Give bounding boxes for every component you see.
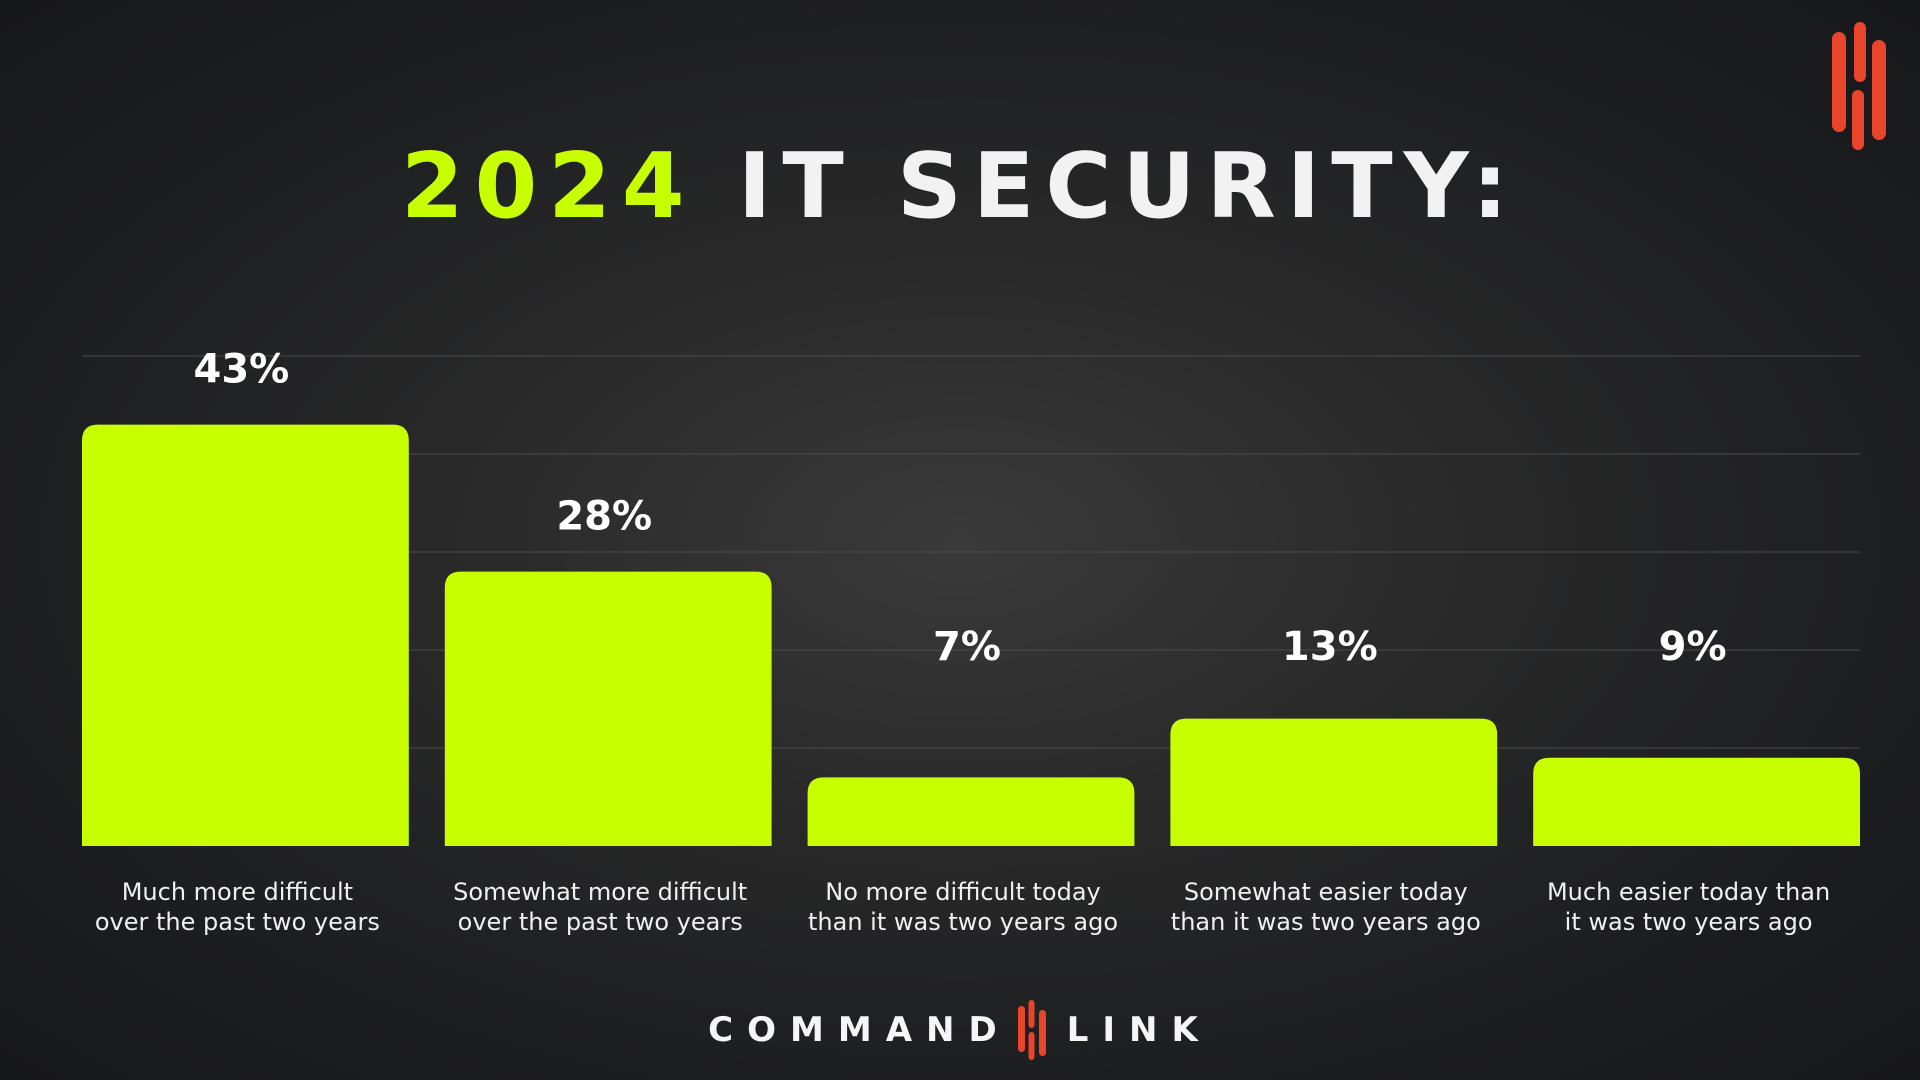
category-label-3: No more difficult today than it was two y… [808,878,1118,936]
value-label-1: 43% [194,347,290,393]
bar-4 [1170,718,1498,846]
bar-chart: 43% 28% 7% 13% 9% Much more difficult over th… [82,347,1860,936]
category-label-5: Much easier today than it was two years a… [1547,878,1830,936]
bar-2 [444,571,772,846]
category-label-1: Much more difficult over the past two yea… [95,878,380,936]
value-label-2: 28% [556,494,652,540]
title-text: IT SECURITY: [737,134,1519,239]
bar-1 [82,424,409,846]
bar-5 [1533,757,1860,846]
brand-word-command: COMMAND [708,1010,1011,1050]
footer-brand: COMMAND LINK [0,1000,1920,1060]
title-year: 2024 [400,134,696,239]
bar-3 [807,777,1135,846]
value-label-3: 7% [933,624,1001,670]
category-label-4: Somewhat easier today than it was two yea… [1171,878,1481,936]
bars [82,424,1860,846]
commandlink-mark-icon [1017,1000,1046,1060]
commandlink-logo-icon [1832,22,1886,150]
category-labels: Much more difficult over the past two yea… [95,878,1830,936]
value-label-4: 13% [1282,624,1378,670]
value-labels: 43% 28% 7% 13% 9% [194,347,1727,670]
category-label-2: Somewhat more difficult over the past two… [453,878,747,936]
chart-title: 2024 IT SECURITY: [0,132,1920,242]
brand-word-link: LINK [1066,1010,1212,1050]
value-label-5: 9% [1659,624,1727,670]
